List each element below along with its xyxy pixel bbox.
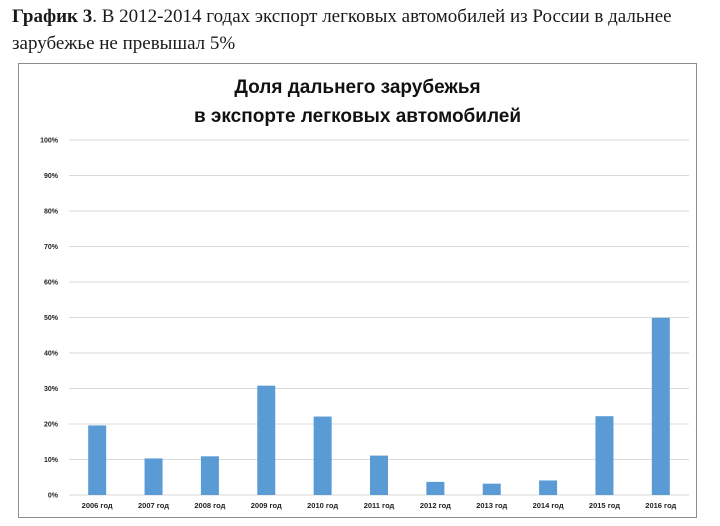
bar-chart-plot: 0% 10% 20% 30% 40% 50% 60% 70% 80% 90% 100% 2006 го… bbox=[40, 138, 689, 510]
bar bbox=[482, 483, 501, 495]
chart-title-line1: Доля дальнего зарубежья bbox=[234, 77, 481, 98]
chart-frame: Доля дальнего зарубежья в экспорте легко… bbox=[18, 63, 697, 518]
y-tick-label: 90% bbox=[44, 173, 59, 180]
bar bbox=[595, 416, 614, 495]
y-tick-label: 50% bbox=[44, 315, 59, 322]
figure-caption: График 3. В 2012-2014 годах экспорт легк… bbox=[12, 3, 712, 57]
y-tick-label: 70% bbox=[44, 244, 59, 251]
chart-title-line2: в экспорте легковых автомобилей bbox=[193, 106, 522, 127]
x-tick-label: 2008 год bbox=[194, 501, 225, 510]
x-tick-label: 2016 год bbox=[645, 501, 676, 510]
y-tick-label: 30% bbox=[44, 386, 59, 393]
bar bbox=[88, 425, 107, 495]
bar bbox=[313, 416, 332, 495]
y-tick-label: 20% bbox=[44, 422, 59, 429]
bar bbox=[539, 480, 558, 495]
bar bbox=[370, 455, 388, 495]
x-tick-label: 2009 год bbox=[251, 501, 282, 510]
x-tick-label: 2007 год bbox=[138, 501, 169, 510]
y-tick-label: 80% bbox=[44, 209, 59, 216]
y-tick-label: 0% bbox=[48, 493, 59, 500]
bar bbox=[144, 458, 163, 495]
y-tick-label: 60% bbox=[44, 280, 59, 287]
caption-label: График 3 bbox=[12, 6, 93, 27]
bar bbox=[651, 317, 670, 495]
x-tick-label: 2013 год bbox=[476, 501, 507, 510]
bar bbox=[257, 385, 276, 495]
x-tick-label: 2012 год bbox=[420, 501, 451, 510]
bar bbox=[426, 481, 445, 495]
caption-text: . В 2012-2014 годах экспорт легковых авт… bbox=[12, 6, 672, 54]
bar bbox=[200, 456, 219, 495]
x-tick-label: 2006 год bbox=[82, 501, 113, 510]
x-tick-label: 2011 год bbox=[364, 501, 395, 510]
y-tick-label: 100% bbox=[40, 138, 59, 145]
x-tick-label: 2010 год bbox=[307, 501, 338, 510]
x-tick-label: 2014 год bbox=[533, 501, 564, 510]
y-tick-label: 10% bbox=[44, 457, 59, 464]
y-tick-label: 40% bbox=[44, 351, 59, 358]
x-tick-label: 2015 год bbox=[589, 501, 620, 510]
